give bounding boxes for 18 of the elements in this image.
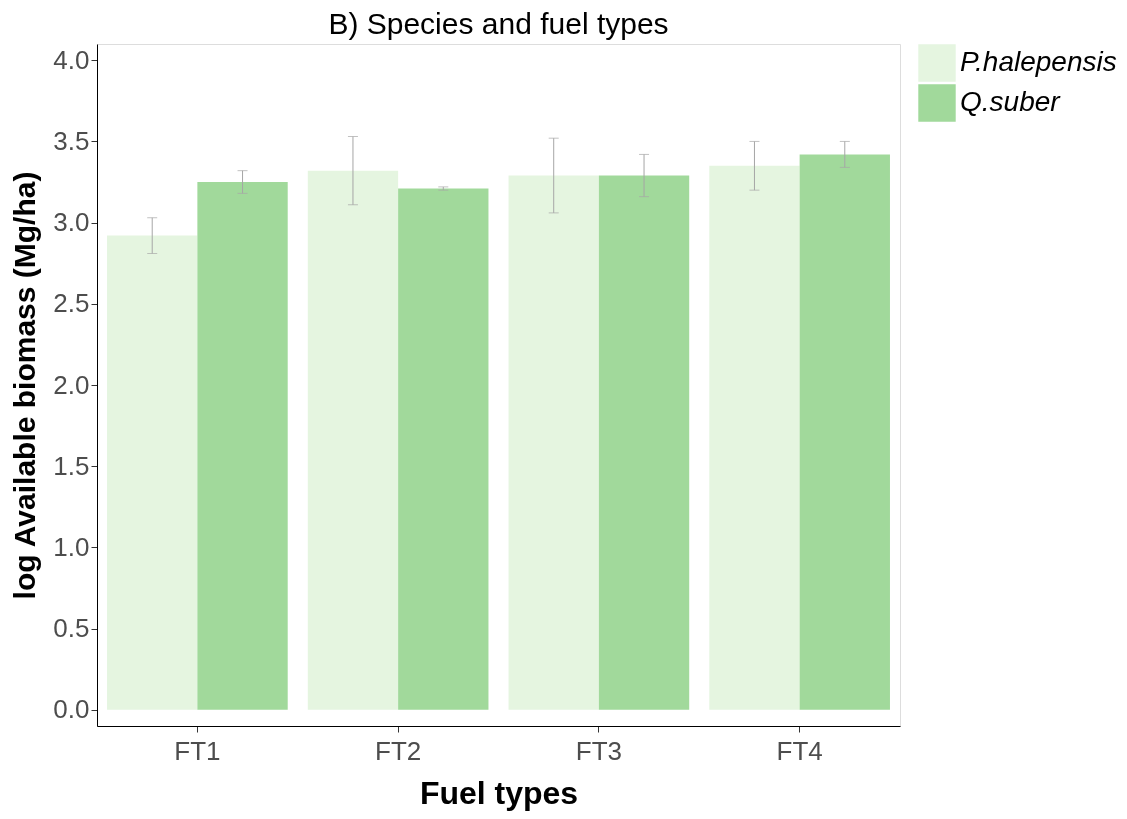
y-tick-label: 1.5 bbox=[53, 450, 90, 481]
y-tick-label: 0.5 bbox=[53, 613, 90, 644]
x-tick-label: FT3 bbox=[575, 735, 622, 766]
y-tick-label: 4.0 bbox=[53, 44, 90, 75]
chart-title: B) Species and fuel types bbox=[328, 7, 669, 40]
y-tick-label: 3.0 bbox=[53, 207, 90, 238]
x-tick-label: FT2 bbox=[375, 735, 422, 766]
x-tick-label: FT1 bbox=[174, 735, 221, 766]
y-tick-label: 1.0 bbox=[53, 531, 90, 562]
y-tick-label: 0.0 bbox=[53, 694, 90, 725]
y-tick-label: 2.5 bbox=[53, 288, 90, 319]
x-tick-label: FT4 bbox=[776, 735, 823, 766]
y-tick-label: 2.0 bbox=[53, 369, 90, 400]
y-tick-label: 3.5 bbox=[53, 125, 90, 156]
x-axis-title: Fuel types bbox=[419, 774, 579, 811]
y-axis-title: log Available biomass (Mg/ha) bbox=[8, 171, 42, 600]
legend-label: Q.suber bbox=[960, 86, 1062, 117]
legend-label: P.halepensis bbox=[960, 46, 1117, 77]
